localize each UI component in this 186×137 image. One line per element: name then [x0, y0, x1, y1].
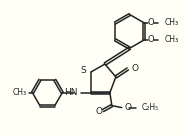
Text: O: O	[95, 107, 102, 116]
Text: CH₃: CH₃	[12, 88, 26, 97]
Text: CH₃: CH₃	[164, 18, 178, 27]
Text: O: O	[125, 103, 132, 112]
Text: CH₃: CH₃	[164, 35, 178, 44]
Text: O: O	[132, 64, 139, 72]
Text: HN: HN	[65, 88, 78, 97]
Text: C₂H₅: C₂H₅	[142, 103, 159, 112]
Text: O: O	[148, 35, 155, 44]
Text: S: S	[80, 66, 86, 75]
Text: O: O	[148, 18, 155, 27]
